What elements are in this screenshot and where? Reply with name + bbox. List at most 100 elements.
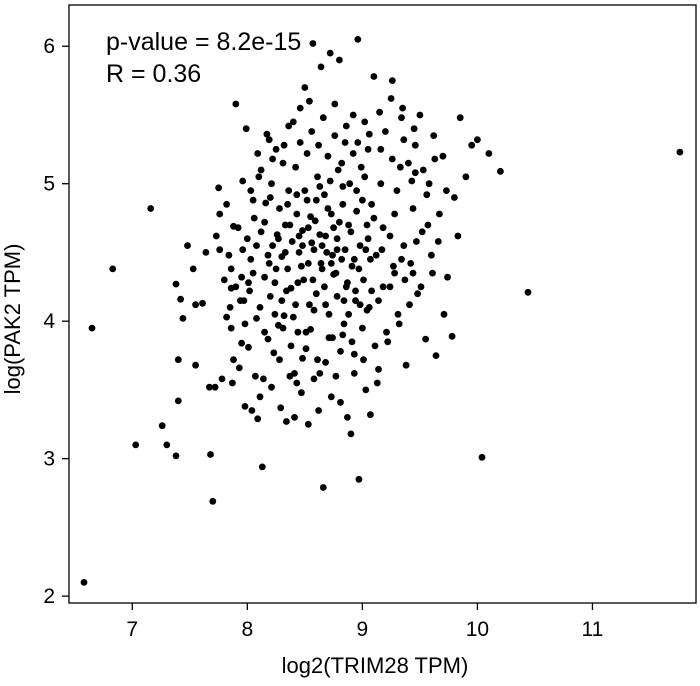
- data-point: [276, 356, 283, 364]
- data-point: [292, 301, 299, 309]
- data-point: [261, 328, 268, 336]
- data-point: [303, 150, 311, 157]
- x-tick-label: 11: [582, 618, 604, 641]
- x-axis: 7 8 9 10 11: [126, 603, 603, 641]
- data-point: [248, 407, 256, 414]
- data-point: [287, 342, 295, 350]
- data-point: [279, 159, 287, 167]
- data-point: [332, 269, 340, 277]
- data-point: [431, 155, 439, 163]
- data-point: [364, 145, 372, 153]
- data-point: [309, 276, 317, 284]
- data-point: [246, 287, 254, 295]
- data-point: [386, 232, 394, 240]
- data-point: [289, 313, 297, 321]
- data-point: [241, 403, 249, 410]
- data-point: [280, 312, 288, 320]
- data-point: [373, 379, 381, 387]
- data-point: [315, 141, 322, 149]
- data-point: [322, 301, 329, 309]
- data-point: [260, 375, 267, 383]
- data-point: [394, 310, 402, 318]
- data-point: [396, 163, 404, 171]
- data-point: [306, 97, 313, 105]
- data-point: [232, 283, 240, 291]
- data-point: [229, 379, 236, 387]
- data-point: [331, 132, 339, 140]
- data-point: [359, 196, 366, 204]
- data-point: [409, 269, 417, 277]
- data-point: [109, 265, 117, 273]
- data-point: [294, 328, 302, 336]
- data-point: [485, 150, 493, 157]
- data-point: [411, 169, 419, 177]
- data-point: [354, 36, 362, 43]
- data-point: [256, 393, 264, 401]
- data-point: [314, 356, 321, 364]
- data-point: [316, 231, 324, 239]
- data-point: [408, 177, 416, 185]
- data-point: [317, 63, 325, 71]
- data-point: [462, 173, 470, 181]
- data-point: [338, 255, 346, 263]
- data-point: [361, 173, 369, 181]
- data-point: [264, 335, 272, 343]
- data-point: [265, 260, 273, 267]
- data-point: [269, 155, 276, 163]
- data-point: [299, 242, 306, 250]
- data-point: [430, 132, 438, 140]
- data-point: [384, 338, 392, 346]
- data-point: [350, 350, 358, 358]
- data-point: [400, 136, 408, 144]
- data-point: [302, 328, 310, 336]
- data-point: [319, 484, 327, 491]
- data-point: [333, 246, 341, 254]
- data-point: [316, 370, 324, 377]
- data-point: [451, 194, 458, 201]
- data-point: [399, 104, 406, 112]
- x-tick-label: 7: [126, 618, 138, 641]
- data-point: [308, 239, 316, 247]
- data-point: [216, 210, 224, 218]
- data-point: [316, 183, 324, 190]
- data-point: [242, 125, 250, 133]
- data-point: [362, 246, 370, 254]
- data-point: [163, 441, 171, 449]
- data-point: [474, 136, 481, 144]
- data-point: [361, 118, 369, 126]
- data-point: [406, 301, 413, 309]
- data-point: [276, 205, 283, 212]
- data-point: [253, 315, 260, 322]
- data-point: [454, 232, 462, 240]
- data-point: [284, 265, 291, 273]
- data-point: [268, 180, 275, 188]
- data-point: [448, 332, 456, 340]
- data-point: [226, 304, 234, 311]
- data-point: [478, 453, 486, 461]
- data-point: [388, 155, 396, 163]
- data-point: [332, 372, 340, 380]
- data-point: [368, 287, 375, 295]
- data-point: [241, 320, 249, 328]
- data-point: [676, 148, 684, 156]
- data-point: [215, 184, 223, 192]
- data-point: [401, 276, 409, 284]
- data-point: [223, 200, 231, 208]
- data-point: [279, 324, 287, 332]
- data-point: [367, 411, 374, 419]
- data-point: [174, 356, 182, 364]
- data-point: [312, 290, 320, 298]
- data-point: [306, 301, 313, 309]
- data-point: [377, 180, 385, 188]
- y-tick-label: 6: [43, 35, 55, 58]
- data-point: [177, 295, 185, 303]
- y-tick-label: 3: [43, 448, 55, 471]
- data-point: [252, 372, 259, 380]
- data-point: [402, 361, 410, 369]
- data-point: [312, 196, 320, 204]
- data-point: [367, 255, 374, 263]
- data-point: [322, 359, 329, 366]
- data-point: [207, 451, 214, 458]
- data-point: [429, 269, 436, 277]
- data-point: [347, 228, 355, 236]
